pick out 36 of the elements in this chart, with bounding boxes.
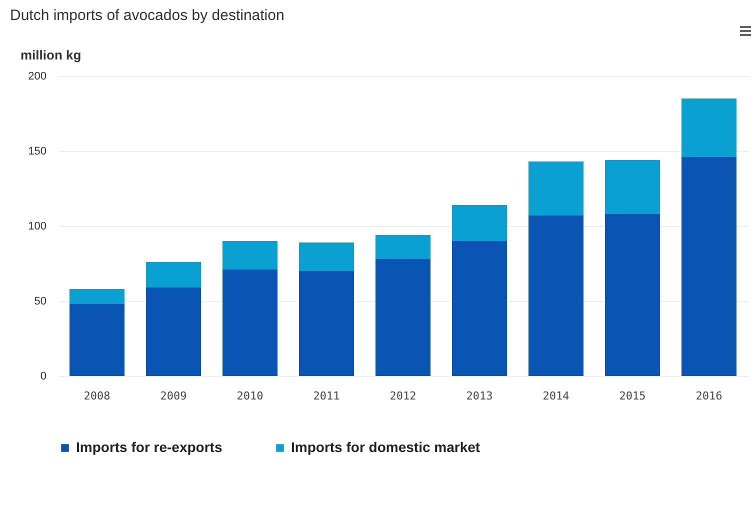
y-tick-label: 100 — [28, 220, 46, 232]
bar — [376, 259, 430, 376]
bar — [222, 270, 278, 376]
y-tick-label: 200 — [28, 70, 46, 82]
x-tick-label: 2016 — [696, 390, 722, 402]
chart-title: Dutch imports of avocados by destination — [10, 7, 284, 24]
bar — [452, 205, 507, 241]
bar — [604, 160, 660, 214]
bar — [681, 157, 736, 376]
x-tick-label: 2013 — [466, 390, 493, 402]
y-tick-label: 0 — [40, 370, 46, 382]
bar — [528, 216, 584, 376]
bar — [70, 304, 125, 376]
bar — [299, 271, 354, 376]
y-axis-title: million kg — [20, 48, 82, 62]
bar — [528, 162, 584, 216]
bar — [452, 241, 507, 376]
y-tick-label: 50 — [34, 296, 46, 308]
legend-label: Imports for re-exports — [76, 439, 222, 455]
bar — [146, 288, 202, 376]
bar — [681, 98, 736, 157]
x-tick-label: 2008 — [84, 390, 110, 402]
bar — [146, 262, 202, 288]
legend-label: Imports for domestic market — [291, 439, 480, 455]
bar — [604, 214, 660, 376]
x-tick-label: 2011 — [313, 390, 340, 402]
bar — [222, 241, 278, 270]
x-tick-label: 2012 — [390, 390, 416, 402]
x-tick-label: 2010 — [236, 390, 264, 402]
x-tick-label: 2015 — [619, 390, 646, 402]
y-tick-label: 150 — [28, 146, 46, 158]
bar — [299, 242, 354, 271]
x-tick-label: 2014 — [542, 390, 570, 402]
bar — [70, 289, 125, 304]
bar — [376, 235, 430, 259]
x-tick-label: 2009 — [160, 390, 187, 402]
